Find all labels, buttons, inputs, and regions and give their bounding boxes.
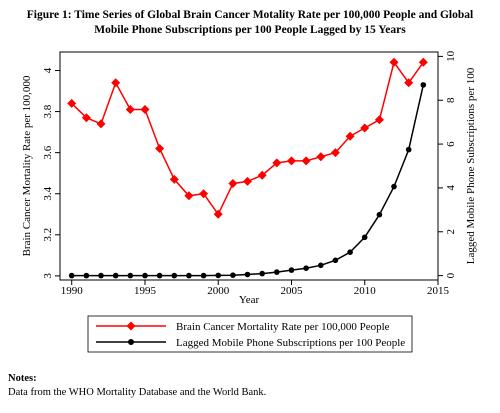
mobile-data-point bbox=[112, 272, 119, 279]
notes: Notes: Data from the WHO Mortality Datab… bbox=[8, 372, 266, 400]
mobile-data-point bbox=[376, 211, 383, 218]
figure-title-line-1: Figure 1: Time Series of Global Brain Ca… bbox=[26, 9, 474, 21]
mobile-data-point bbox=[68, 272, 75, 279]
legend-box bbox=[87, 315, 413, 353]
mortality-series-line bbox=[71, 60, 424, 216]
mobile-data-point bbox=[259, 270, 266, 277]
x-tick-label: 1995 bbox=[134, 285, 157, 297]
mobile-data-point bbox=[347, 249, 353, 255]
y-left-tick-label: 4 bbox=[42, 67, 54, 73]
mobile-data-point bbox=[274, 269, 280, 275]
mortality-data-point bbox=[330, 148, 340, 158]
plot-frame bbox=[59, 51, 439, 281]
mortality-data-point bbox=[67, 98, 77, 108]
mortality-data-point bbox=[404, 78, 414, 88]
x-tick-label: 2000 bbox=[207, 285, 230, 297]
mobile-data-point bbox=[391, 183, 397, 190]
mobile-data-point bbox=[244, 271, 251, 278]
mobile-data-point bbox=[215, 272, 221, 279]
mobile-data-point bbox=[318, 262, 324, 269]
mobile-data-point bbox=[156, 272, 163, 279]
mobile-data-point bbox=[83, 272, 90, 279]
mobile-data-point bbox=[230, 272, 236, 279]
mortality-data-point bbox=[287, 156, 296, 166]
mobile-data-point bbox=[288, 267, 295, 273]
mortality-data-point bbox=[389, 57, 399, 67]
x-tick-label: 2005 bbox=[280, 285, 303, 297]
y-left-tick-label: 3.8 bbox=[42, 104, 54, 118]
figure-title-line-2: Mobile Phone Subscriptions per 100 Peopl… bbox=[94, 24, 406, 36]
figure-title: Figure 1: Time Series of Global Brain Ca… bbox=[0, 8, 500, 38]
mortality-data-point bbox=[360, 123, 370, 133]
mobile-data-point bbox=[332, 257, 339, 264]
mortality-data-point bbox=[184, 191, 194, 201]
mortality-data-point bbox=[140, 105, 150, 114]
mortality-data-point bbox=[228, 179, 238, 188]
mortality-data-point bbox=[374, 115, 384, 125]
mortality-data-point bbox=[111, 78, 121, 88]
mortality-data-point bbox=[155, 144, 165, 153]
mortality-data-point bbox=[257, 170, 267, 180]
x-tick-label: 2015 bbox=[427, 285, 450, 297]
x-tick-label: 2010 bbox=[354, 285, 377, 297]
mortality-data-point bbox=[96, 119, 106, 129]
y-left-tick-label: 3.6 bbox=[42, 145, 54, 159]
notes-text: Data from the WHO Mortality Database and… bbox=[8, 387, 267, 398]
legend: Brain Cancer Mortality Rate per 100,000 … bbox=[87, 315, 413, 353]
y-left-tick-label: 3.2 bbox=[42, 228, 54, 242]
mobile-data-point bbox=[303, 265, 309, 272]
mobile-data-point bbox=[405, 146, 412, 153]
mobile-data-point bbox=[186, 272, 192, 279]
mortality-data-point bbox=[199, 189, 209, 199]
y-right-tick-label: 6 bbox=[445, 141, 457, 147]
mobile-data-point bbox=[361, 234, 368, 241]
y-right-tick-label: 0 bbox=[445, 272, 457, 278]
legend-label-mobile: Lagged Mobile Phone Subscriptions per 10… bbox=[176, 337, 405, 349]
mortality-data-point bbox=[345, 131, 355, 141]
mortality-data-point bbox=[301, 156, 311, 166]
notes-heading: Notes: bbox=[8, 373, 37, 384]
mobile-data-point bbox=[171, 272, 178, 279]
mortality-data-point bbox=[125, 105, 135, 114]
y-right-tick-label: 8 bbox=[445, 97, 457, 103]
mortality-data-point bbox=[243, 176, 252, 186]
mobile-data-point bbox=[127, 272, 134, 279]
y-left-tick-label: 3 bbox=[42, 273, 54, 279]
mortality-data-point bbox=[272, 158, 282, 168]
mobile-data-point bbox=[98, 272, 104, 279]
mobile-data-point bbox=[200, 272, 207, 279]
mortality-data-point bbox=[169, 174, 179, 184]
mortality-data-point bbox=[418, 57, 428, 67]
legend-marker-mortality bbox=[126, 321, 136, 331]
x-axis-label: Year bbox=[239, 294, 260, 306]
y-axis-label-left: Brain Cancer Mortality Rate per 100,000 bbox=[21, 75, 33, 256]
mortality-data-point bbox=[213, 209, 223, 219]
x-tick-label: 1990 bbox=[61, 285, 84, 297]
legend-marker-mobile bbox=[128, 339, 134, 345]
y-right-tick-label: 2 bbox=[445, 229, 457, 235]
mortality-data-point bbox=[316, 152, 326, 162]
mortality-data-point bbox=[81, 113, 91, 123]
y-left-tick-label: 3.4 bbox=[42, 186, 54, 200]
mobile-data-point bbox=[420, 82, 427, 88]
mobile-data-point bbox=[142, 272, 148, 279]
y-right-tick-label: 10 bbox=[445, 50, 457, 62]
y-right-tick-label: 4 bbox=[445, 185, 457, 191]
dual-axis-line-chart: 1990 1995 2000 2005 2010 2015 3 3.2 3.4 3.6 3.8 4 0 2… bbox=[21, 50, 477, 353]
legend-label-mortality: Brain Cancer Mortality Rate per 100,000 … bbox=[176, 321, 390, 333]
y-axis-label-right: Lagged Mobile Phone Subscriptions per 10… bbox=[465, 67, 477, 264]
